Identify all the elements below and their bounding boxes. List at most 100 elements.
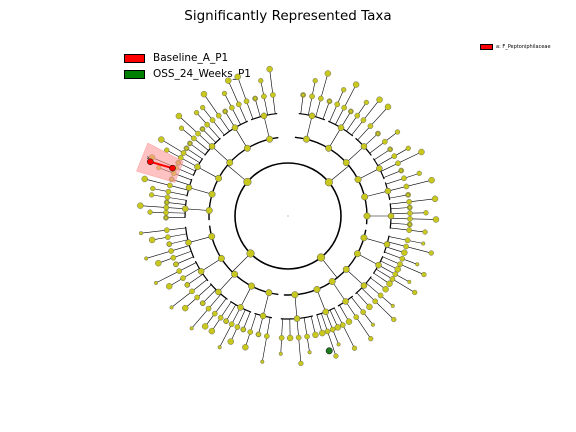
highlight-label: a [147, 155, 150, 160]
enriched-node-oss [325, 347, 333, 355]
taxon-node [309, 93, 315, 100]
taxon-node [341, 104, 347, 111]
taxon-node [312, 78, 318, 84]
taxon-node [291, 291, 299, 299]
branch-line [300, 94, 304, 114]
taxon-node [333, 353, 339, 359]
branch-line [202, 289, 217, 304]
taxon-node [286, 334, 294, 342]
taxon-node [341, 87, 347, 93]
taxon-node [166, 283, 173, 290]
taxon-node [360, 143, 368, 150]
branch-line [189, 143, 206, 155]
taxon-node [200, 104, 206, 111]
taxon-node [204, 121, 210, 128]
taxon-node [406, 199, 412, 205]
taxon-node [328, 278, 336, 285]
taxon-node [255, 331, 262, 337]
taxon-node [185, 184, 193, 191]
taxon-node [278, 335, 285, 341]
taxon-node [302, 135, 310, 143]
taxon-node [193, 110, 200, 116]
branch-line [380, 151, 422, 172]
taxon-node [184, 282, 190, 288]
branch-line [237, 76, 254, 120]
branch-line [187, 273, 204, 286]
taxon-node [240, 326, 246, 333]
taxon-node [164, 227, 170, 233]
taxon-node [147, 209, 153, 215]
taxon-node [217, 345, 222, 350]
taxon-node [169, 305, 174, 310]
taxon-node [258, 78, 264, 84]
taxon-node [266, 135, 274, 143]
branch-line [175, 256, 194, 265]
branch-line [262, 292, 270, 317]
branch-line [306, 115, 313, 140]
taxon-node [231, 124, 239, 131]
taxon-node [375, 131, 380, 136]
branch-line [357, 106, 389, 141]
taxon-node [342, 298, 349, 305]
taxon-node [237, 304, 244, 311]
taxon-node [399, 168, 404, 173]
taxon-node [334, 324, 342, 331]
branch-line [188, 236, 212, 243]
taxon-node [416, 170, 422, 176]
taxon-node [403, 243, 409, 250]
taxon-node [194, 163, 201, 171]
branch-line [191, 293, 222, 329]
taxon-node [164, 215, 169, 220]
branch-line [202, 128, 217, 143]
taxon-node [182, 205, 189, 213]
taxon-node [390, 303, 395, 308]
taxon-node [215, 288, 222, 296]
taxon-node [432, 216, 440, 223]
branch-line [140, 227, 186, 234]
taxon-node [391, 316, 397, 323]
taxon-node [386, 280, 393, 287]
taxon-node [144, 256, 149, 261]
taxon-node [166, 241, 172, 247]
branch-line [211, 146, 230, 163]
branch-line [335, 84, 357, 125]
branch-line [144, 178, 189, 191]
chart-title: Significantly Represented Taxa [184, 8, 392, 24]
taxon-node [175, 112, 183, 120]
branch-line [161, 139, 200, 164]
root-node [287, 215, 289, 217]
taxon-node [164, 200, 169, 205]
enriched-node-baseline [147, 158, 154, 166]
branch-line [140, 205, 186, 210]
taxon-node [353, 250, 361, 258]
taxon-node [316, 253, 326, 262]
taxon-node [176, 268, 182, 274]
taxon-node [395, 160, 401, 167]
taxon-node [208, 190, 216, 198]
taxon-node [324, 178, 333, 187]
branch-line [390, 222, 410, 225]
taxon-node [354, 176, 362, 183]
taxon-node [225, 77, 232, 84]
taxon-node [187, 141, 192, 146]
taxon-node [231, 270, 239, 278]
taxon-node [298, 360, 304, 367]
taxon-node [229, 104, 235, 111]
taxon-node [211, 310, 218, 317]
taxon-node [235, 101, 242, 108]
taxon-node [375, 261, 382, 269]
taxon-node [265, 289, 273, 297]
taxon-node [389, 276, 396, 282]
taxon-node [428, 250, 434, 256]
branch-line [390, 207, 410, 210]
branch-line [227, 164, 248, 183]
taxon-node [178, 125, 185, 131]
branch-line [390, 198, 436, 205]
branch-line [155, 262, 197, 284]
taxon-node [383, 241, 391, 248]
taxon-node [150, 185, 156, 192]
branch-line [351, 99, 380, 136]
taxon-node [307, 350, 312, 355]
taxon-node [342, 159, 350, 167]
